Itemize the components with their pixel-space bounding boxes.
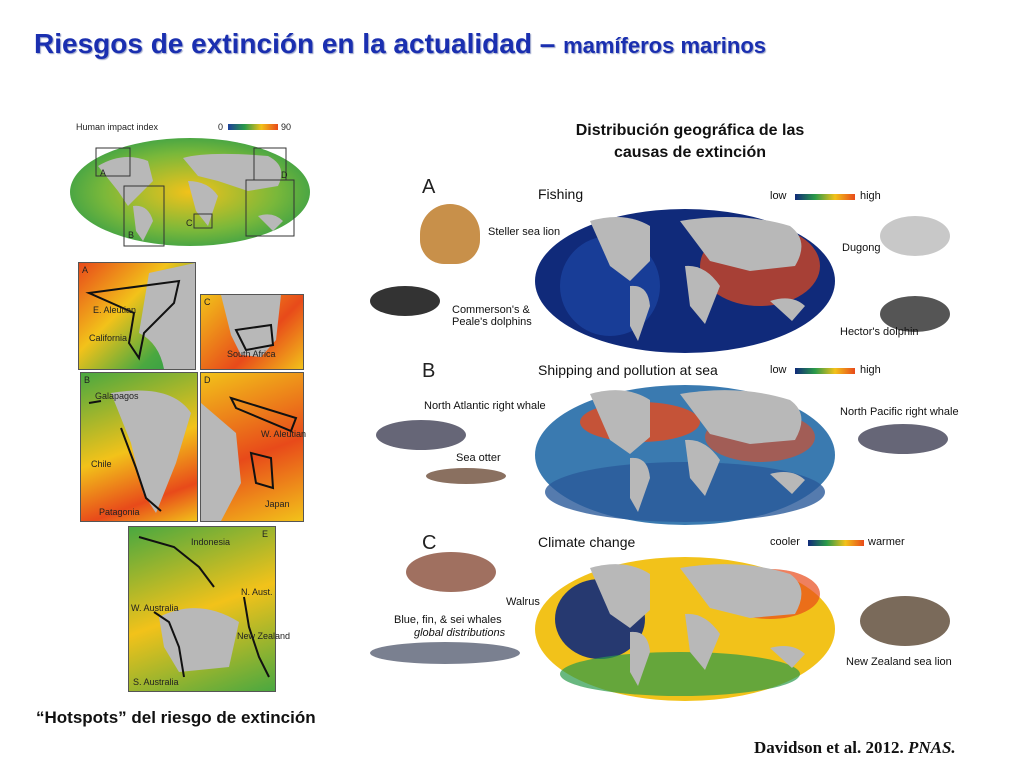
inset-b-letter: B xyxy=(84,375,91,385)
inset-d-label-1: W. Aleutian xyxy=(261,429,307,439)
inset-a-label-1: E. Aleutian xyxy=(93,305,137,315)
steller-sea-lion-illustration xyxy=(420,204,480,264)
panel-c-scale-high: warmer xyxy=(868,536,905,548)
inset-e-label-4: New Zealand xyxy=(237,631,291,641)
panel-b-scale-high: high xyxy=(860,364,881,376)
human-impact-map: Human impact index 0 90 A B C D xyxy=(68,118,312,248)
inset-e-label-3: W. Australia xyxy=(131,603,179,613)
species-walrus: Walrus xyxy=(506,596,540,608)
inset-e-letter: E xyxy=(262,529,269,539)
panel-a-colorbar xyxy=(795,194,855,200)
inset-e-label-2: N. Aust. xyxy=(241,587,273,597)
inset-c-letter: C xyxy=(204,297,211,307)
inset-b-outline xyxy=(88,390,191,513)
panel-a-scale-low: low xyxy=(770,190,787,202)
walrus-illustration xyxy=(406,552,496,592)
sea-otter-illustration xyxy=(426,468,506,484)
inset-a-letter: A xyxy=(82,265,89,275)
inset-b-label-2: Chile xyxy=(91,459,112,469)
climate-world-map xyxy=(535,557,835,701)
cause-panel-fishing: A Fishing low high Steller sea lion Comm… xyxy=(370,176,970,358)
shipping-world-map xyxy=(535,385,835,525)
inset-b-label-3: Patagonia xyxy=(99,507,140,517)
panel-c-title: Climate change xyxy=(538,534,636,550)
inset-map-b: B Galapagos Chile Patagonia xyxy=(80,372,198,522)
distribution-title: Distribución geográfica de las causas de… xyxy=(520,120,860,164)
citation: Davidson et al. 2012. PNAS. xyxy=(754,738,956,758)
panel-b-scale-low: low xyxy=(770,364,787,376)
species-dugong: Dugong xyxy=(842,242,881,254)
panel-a-scale-high: high xyxy=(860,190,881,202)
human-impact-world-map xyxy=(70,138,310,247)
region-letter-c: C xyxy=(186,218,193,228)
inset-d-label-2: Japan xyxy=(265,499,290,509)
fishing-world-map xyxy=(535,209,835,353)
inset-a-label-2: California xyxy=(89,333,128,343)
region-letter-d: D xyxy=(281,170,288,180)
inset-b-label-1: Galapagos xyxy=(95,391,139,401)
inset-c-outline xyxy=(221,295,281,357)
hotspot-caption: “Hotspots” del riesgo de extinción xyxy=(36,708,316,727)
inset-map-c: C South Africa xyxy=(200,294,304,370)
dugong-illustration xyxy=(880,216,950,256)
commersons-dolphin-illustration xyxy=(370,286,440,316)
species-new-zealand-sea-lion: New Zealand sea lion xyxy=(846,656,952,668)
panel-b-title: Shipping and pollution at sea xyxy=(538,362,718,378)
title-main: Riesgos de extinción en la actualidad – xyxy=(34,28,556,59)
cause-panel-climate: C Climate change cooler warmer Walrus Bl… xyxy=(370,530,970,706)
panel-c-letter: C xyxy=(422,532,437,554)
inset-c-label-1: South Africa xyxy=(227,349,276,359)
inset-map-d: D W. Aleutian Japan xyxy=(200,372,307,522)
region-letter-a: A xyxy=(100,168,107,178)
species-north-atlantic-right-whale: North Atlantic right whale xyxy=(424,400,546,412)
human-impact-legend-label: Human impact index xyxy=(76,122,159,132)
cause-panel-shipping: B Shipping and pollution at sea low high… xyxy=(370,358,970,530)
title-sub: mamíferos marinos xyxy=(563,33,767,58)
distribution-title-line2: causas de extinción xyxy=(613,144,767,161)
human-impact-scale-max: 90 xyxy=(281,122,292,132)
inset-a-outline xyxy=(85,263,195,369)
species-hectors-dolphin: Hector's dolphin xyxy=(840,326,919,338)
species-north-pacific-right-whale: North Pacific right whale xyxy=(840,406,959,418)
species-sea-otter: Sea otter xyxy=(456,452,501,464)
blue-fin-sei-whale-illustration xyxy=(370,642,520,664)
panel-a-letter: A xyxy=(422,176,436,198)
panel-c-scale-low: cooler xyxy=(770,536,800,548)
north-atlantic-right-whale-illustration xyxy=(376,420,466,450)
inset-map-e: E Indonesia N. Aust. W. Australia New Ze… xyxy=(128,526,290,692)
inset-e-label-5: S. Australia xyxy=(133,677,179,687)
inset-d-outline xyxy=(201,396,298,521)
human-impact-colorbar xyxy=(228,124,278,130)
panel-b-colorbar xyxy=(795,368,855,374)
panel-a-title: Fishing xyxy=(538,186,584,202)
slide-title: Riesgos de extinción en la actualidad – … xyxy=(34,28,766,60)
citation-journal: PNAS. xyxy=(907,738,956,757)
panel-c-colorbar xyxy=(808,540,864,546)
hectors-dolphin-illustration xyxy=(880,296,950,332)
species-commersons-peales-dolphins: Commerson's & Peale's dolphins xyxy=(452,304,532,328)
inset-e-label-1: Indonesia xyxy=(191,537,231,547)
north-pacific-right-whale-illustration xyxy=(858,424,948,454)
inset-d-letter: D xyxy=(204,375,211,385)
panel-b-letter: B xyxy=(422,360,436,382)
distribution-title-line1: Distribución geográfica de las xyxy=(575,122,805,139)
species-blue-fin-sei-whales: Blue, fin, & sei whales xyxy=(394,614,502,626)
new-zealand-sea-lion-illustration xyxy=(860,596,950,646)
species-note-global-distributions: global distributions xyxy=(414,627,506,639)
region-letter-b: B xyxy=(128,230,135,240)
citation-authors: Davidson et al. 2012. xyxy=(754,738,904,757)
inset-e-outline xyxy=(138,536,270,678)
species-steller-sea-lion: Steller sea lion xyxy=(488,226,561,238)
human-impact-scale-min: 0 xyxy=(218,122,224,132)
inset-map-a: A E. Aleutian California xyxy=(78,262,196,370)
